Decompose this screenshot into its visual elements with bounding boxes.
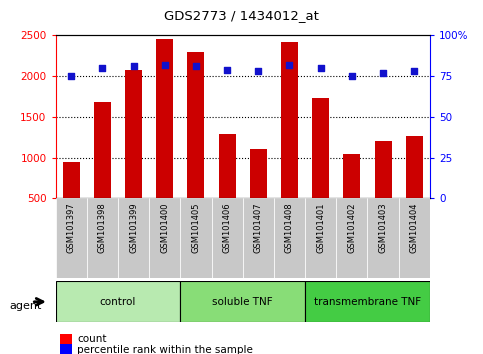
Bar <box>149 198 180 278</box>
Text: GSM101406: GSM101406 <box>223 202 232 253</box>
Bar <box>343 154 360 239</box>
Bar <box>87 198 118 278</box>
Text: GSM101397: GSM101397 <box>67 202 76 253</box>
Text: GSM101405: GSM101405 <box>191 202 200 253</box>
Text: transmembrane TNF: transmembrane TNF <box>314 297 421 307</box>
Bar <box>336 198 368 278</box>
Bar <box>305 198 336 278</box>
Text: GSM101398: GSM101398 <box>98 202 107 253</box>
Bar <box>406 136 423 239</box>
Bar <box>398 198 430 278</box>
Bar <box>63 161 80 239</box>
Bar <box>156 40 173 239</box>
Bar <box>187 52 204 239</box>
Bar <box>125 70 142 239</box>
Point <box>411 68 418 74</box>
Point <box>99 65 106 71</box>
Point <box>129 63 137 69</box>
Bar <box>180 198 212 278</box>
Point <box>348 73 356 79</box>
Point <box>67 73 75 79</box>
Text: GSM101402: GSM101402 <box>347 202 356 253</box>
Bar <box>56 198 87 278</box>
Point <box>255 68 262 74</box>
Bar <box>312 98 329 239</box>
Bar <box>274 198 305 278</box>
Text: GSM101401: GSM101401 <box>316 202 325 253</box>
Text: count: count <box>77 335 107 344</box>
Point <box>223 67 231 73</box>
Bar <box>180 281 305 322</box>
Bar <box>305 281 430 322</box>
Text: GSM101407: GSM101407 <box>254 202 263 253</box>
Bar <box>242 198 274 278</box>
Bar <box>94 102 111 239</box>
Text: percentile rank within the sample: percentile rank within the sample <box>77 345 253 354</box>
Bar <box>218 134 236 239</box>
Bar <box>56 281 180 322</box>
Text: GSM101399: GSM101399 <box>129 202 138 253</box>
Bar <box>118 198 149 278</box>
Point <box>379 70 387 76</box>
Point <box>161 62 169 68</box>
Point <box>285 62 293 68</box>
Text: soluble TNF: soluble TNF <box>213 297 273 307</box>
Text: agent: agent <box>10 301 42 311</box>
Text: control: control <box>100 297 136 307</box>
Text: GSM101408: GSM101408 <box>285 202 294 253</box>
Bar <box>374 141 392 239</box>
Text: GSM101400: GSM101400 <box>160 202 169 253</box>
Bar <box>281 42 298 239</box>
Point <box>317 65 325 71</box>
Text: GSM101403: GSM101403 <box>379 202 387 253</box>
Bar <box>250 149 267 239</box>
Point <box>192 63 200 69</box>
Bar <box>212 198 242 278</box>
Bar <box>368 198 398 278</box>
Text: GSM101404: GSM101404 <box>410 202 419 253</box>
Text: GDS2773 / 1434012_at: GDS2773 / 1434012_at <box>164 9 319 22</box>
